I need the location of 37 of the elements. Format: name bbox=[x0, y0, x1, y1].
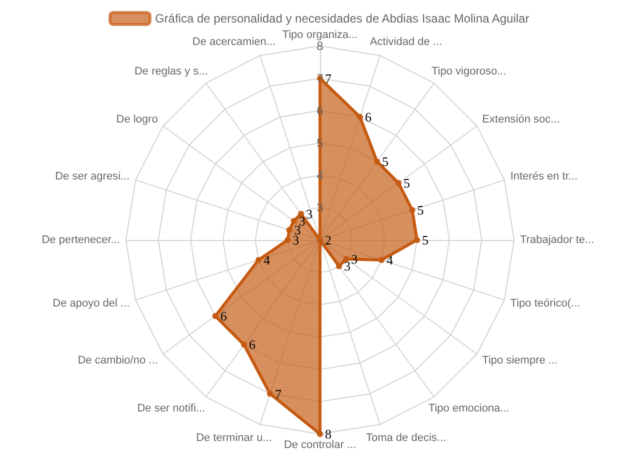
spoke-label: Tipo organiza... bbox=[282, 29, 358, 41]
data-label: 4 bbox=[386, 252, 394, 268]
spoke-label: Extensión soc... bbox=[482, 114, 560, 126]
spoke-label: De apoyo del ... bbox=[52, 297, 130, 310]
data-label: 6 bbox=[248, 337, 256, 352]
spoke-label: De pertenecer... bbox=[42, 234, 120, 246]
data-label: 5 bbox=[403, 175, 410, 190]
data-label: 5 bbox=[382, 154, 389, 170]
spoke-label: Tipo vigoroso... bbox=[431, 66, 506, 78]
data-label: 5 bbox=[417, 202, 424, 218]
data-label: 6 bbox=[364, 109, 372, 124]
spoke-label: Tipo emociona... bbox=[428, 402, 510, 414]
spoke-label: De controlar ... bbox=[284, 439, 356, 451]
legend-label: Gráfica de personalidad y necesidades de Abdias Isaac Molina Aguilar bbox=[154, 12, 530, 26]
data-label: 7 bbox=[275, 386, 282, 402]
spoke-label: Actividad de ... bbox=[370, 36, 442, 48]
spoke-label: Tipo teórico(... bbox=[510, 297, 580, 310]
spoke-label: Trabajador te... bbox=[520, 234, 594, 246]
data-label: 3 bbox=[306, 206, 312, 222]
spoke-label: De acercamien... bbox=[192, 36, 276, 48]
spoke-label: De ser notifi... bbox=[137, 402, 206, 414]
data-label: 4 bbox=[264, 252, 270, 268]
spoke-label: De ser agresi... bbox=[55, 170, 130, 183]
data-label: 3 bbox=[344, 258, 351, 274]
data-label: 3 bbox=[298, 213, 306, 228]
spoke-label: De terminar u... bbox=[196, 432, 272, 444]
spoke-label: De cambio/no ... bbox=[78, 354, 158, 366]
spoke-label: Tipo siempre ... bbox=[482, 354, 558, 366]
spoke-label: Toma de decis... bbox=[366, 432, 446, 444]
spoke-label: Interés en tr... bbox=[510, 170, 578, 183]
data-label: 5 bbox=[422, 232, 428, 248]
y-tick-label: 8 bbox=[316, 39, 324, 53]
data-label: 6 bbox=[220, 308, 228, 324]
y-tick-label: 4 bbox=[316, 168, 324, 182]
spoke-label: De reglas y s... bbox=[134, 66, 208, 78]
data-label: 2 bbox=[325, 232, 332, 248]
spoke-label: De logro bbox=[116, 114, 158, 126]
